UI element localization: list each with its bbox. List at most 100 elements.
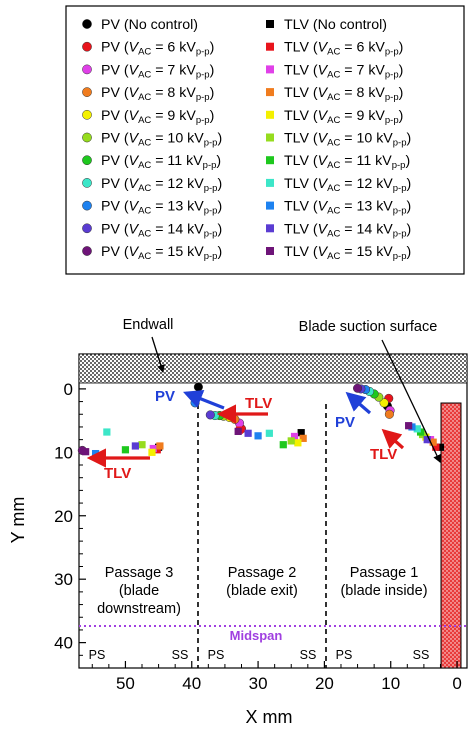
legend-tlv-label: TLV (VAC = 14 kVp-p) [284,221,411,239]
y-tick-label: 40 [54,634,73,653]
legend-row: PV (VAC = 6 kVp-p) TLV (VAC = 6 kVp-p) [82,40,403,58]
legend-row: PV (VAC = 14 kVp-p) TLV (VAC = 14 kVp-p) [82,221,411,239]
legend-tlv-marker [266,42,274,51]
tlv-point [156,442,164,450]
passage-3-line-1: Passage 3 [105,565,174,581]
ss-label-passage-3: SS [172,648,189,662]
legend-pv-label: PV (VAC = 7 kVp-p) [101,62,214,80]
tlv-point [234,427,242,435]
legend-tlv-marker [266,65,274,74]
pv-point [384,409,394,419]
tlv-point [131,442,139,450]
legend-tlv-label: TLV (No control) [284,17,387,33]
legend-tlv-marker [266,201,274,210]
legend-tlv-marker [266,88,274,97]
legend-tlv-marker [266,247,274,255]
ps-label-passage-1: PS [336,648,353,662]
x-axis-title: X mm [246,707,293,727]
plot-area: Midspan Passage 3 (blade downstream) Pas… [54,317,468,693]
pv-point [205,410,215,420]
legend-pv-label: PV (VAC = 10 kVp-p) [101,131,222,149]
legend-pv-marker [82,178,92,188]
legend-tlv-label: TLV (VAC = 6 kVp-p) [284,40,403,58]
ss-label-passage-1: SS [413,648,430,662]
legend-row: PV (VAC = 10 kVp-p) TLV (VAC = 10 kVp-p) [82,131,411,149]
legend-pv-label: PV (VAC = 14 kVp-p) [101,221,222,239]
y-tick-label: 10 [54,443,73,462]
legend-row: PV (VAC = 11 kVp-p) TLV (VAC = 11 kVp-p) [82,153,410,171]
legend-tlv-label: TLV (VAC = 10 kVp-p) [284,131,411,149]
tlv-point [148,448,156,456]
legend-row: PV (VAC = 13 kVp-p) TLV (VAC = 13 kVp-p) [82,199,411,217]
legend-tlv-label: TLV (VAC = 7 kVp-p) [284,62,403,80]
x-tick-label: 10 [381,674,400,693]
pv-label-passage-1: PV [335,414,355,431]
pv-point [190,398,200,408]
legend-tlv-label: TLV (VAC = 13 kVp-p) [284,199,411,217]
ps-label-passage-3: PS [89,648,106,662]
blade-suction-surface [440,402,462,669]
x-tick-label: 40 [182,674,201,693]
midspan-label: Midspan [230,628,283,643]
legend-pv-label: PV (VAC = 13 kVp-p) [101,199,222,217]
passage-2-line-1: Passage 2 [228,565,297,581]
legend-tlv-marker [266,156,274,165]
tlv-point [153,446,161,454]
tlv-label-passage-3: TLV [104,465,131,482]
legend-pv-label: PV (VAC = 6 kVp-p) [101,40,214,58]
tlv-point [294,439,302,447]
legend-pv-marker [82,155,92,166]
y-tick-label: 0 [64,380,73,399]
endwall-pointer [151,336,165,373]
tlv-point [265,429,273,437]
legend-row: PV (VAC = 9 kVp-p) TLV (VAC = 9 kVp-p) [82,108,403,126]
legend-box [65,5,465,275]
pv-label-passage-2: PV [155,388,175,405]
x-tick-label: 0 [452,674,461,693]
legend-tlv-marker [266,224,274,233]
tlv-point [254,432,262,440]
legend-row: PV (VAC = 8 kVp-p) TLV (VAC = 8 kVp-p) [82,85,403,103]
tlv-point [138,441,146,449]
ps-label-passage-2: PS [208,648,225,662]
legend-pv-marker [82,87,92,97]
tlv-arrow-passage-1 [381,428,405,450]
tlv-point [287,437,295,445]
legend-row: PV (VAC = 12 kVp-p) TLV (VAC = 12 kVp-p) [82,176,411,194]
tlv-point [121,446,130,454]
legend-tlv-label: TLV (VAC = 12 kVp-p) [284,176,411,194]
legend-pv-marker [82,223,92,234]
passage-3-line-2: (blade [119,583,159,599]
tlv-point [82,448,90,456]
tlv-point [436,443,445,451]
pv-point [353,383,363,393]
tlv-point [244,429,252,437]
y-axis-title: Y mm [8,497,28,544]
blade-suction-pointer [381,339,441,463]
endwall-band [78,353,468,384]
legend-pv-marker [82,200,92,211]
legend-pv-label: PV (No control) [101,17,198,33]
legend-tlv-label: TLV (VAC = 11 kVp-p) [284,153,410,171]
legend-pv-label: PV (VAC = 12 kVp-p) [101,176,222,194]
tlv-point [413,425,421,433]
y-tick-label: 20 [54,507,73,526]
pv-point [379,398,389,408]
tlv-point [290,432,299,441]
legend-pv-marker [82,64,92,75]
blade-suction-surface-label: Blade suction surface [299,319,438,335]
tlv-point [405,422,413,430]
legend-pv-marker [82,246,92,256]
tlv-point [103,428,111,436]
endwall-label: Endwall [123,317,174,333]
legend-tlv-marker [266,133,274,142]
legend-pv-marker [82,19,92,29]
tlv-point [429,438,437,446]
tlv-label-passage-1: TLV [370,446,397,463]
legend-row: PV (VAC = 15 kVp-p) TLV (VAC = 15 kVp-p) [82,244,411,262]
legend-row: PV (No control) TLV (No control) [82,17,387,33]
passage-3-line-3: downstream) [97,601,181,617]
legend-pv-label: PV (VAC = 9 kVp-p) [101,108,214,126]
tlv-point [279,441,287,449]
legend-tlv-marker [266,20,274,28]
